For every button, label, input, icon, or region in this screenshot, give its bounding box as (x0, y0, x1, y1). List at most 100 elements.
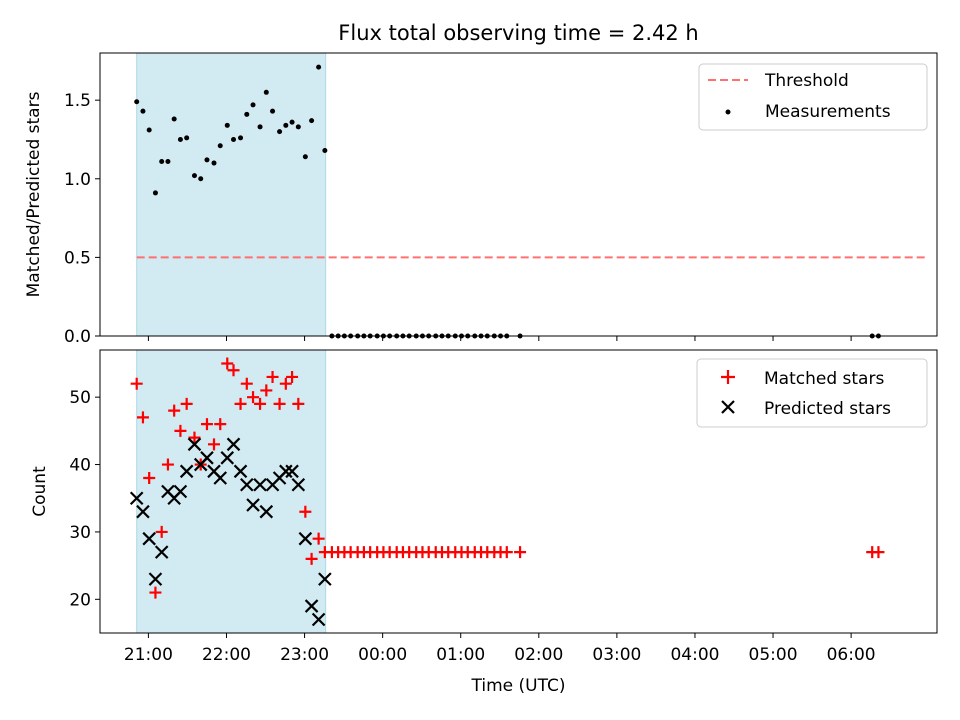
predicted-stars-point (129, 491, 144, 506)
matched-stars-point (234, 397, 247, 410)
predicted-legend-label: Predicted stars (764, 399, 891, 419)
matched-stars-point (143, 472, 156, 485)
measurements-point (250, 102, 256, 108)
measurements-point (217, 143, 223, 149)
measurements-point (177, 136, 183, 142)
matched-stars-point (872, 546, 885, 559)
measurements-point (198, 176, 204, 182)
matched-stars-point (240, 377, 253, 390)
matched-stars-point (214, 418, 227, 431)
bottom-y-tick-label: 40 (69, 456, 91, 476)
matched-stars-point (136, 411, 149, 424)
measurements-point (224, 122, 230, 128)
top-y-axis-label: Matched/Predicted stars (24, 91, 44, 297)
predicted-stars-point (220, 451, 235, 465)
bottom-shaded-span (136, 349, 327, 634)
matched-stars-point (299, 505, 312, 518)
measurements-point (289, 119, 295, 125)
matched-stars-point (247, 391, 260, 404)
measurements-point (316, 64, 322, 70)
measurements-point (244, 111, 250, 117)
top-shaded-span (136, 52, 327, 337)
matched-stars-point (279, 377, 292, 390)
bottom-y-tick-label: 50 (69, 388, 91, 408)
matched-stars-point (221, 357, 234, 370)
predicted-stars-point (148, 572, 163, 586)
bottom-x-tick-label: 00:00 (358, 645, 407, 665)
matched-stars-point (254, 397, 267, 410)
predicted-stars-point (154, 545, 169, 559)
bottom-x-tick-label: 05:00 (749, 645, 798, 665)
predicted-legend-swatch (721, 400, 735, 414)
top-y-tick-label: 0.0 (64, 327, 91, 347)
predicted-stars-point (259, 504, 274, 519)
bottom-y-tick-label: 20 (69, 590, 91, 610)
predicted-stars-point (240, 477, 254, 492)
predicted-stars-point (200, 451, 214, 465)
predicted-stars-point (285, 464, 299, 479)
measurements-point (322, 147, 328, 153)
matched-stars-point (161, 458, 174, 471)
top-legend: Threshold Measurements (698, 63, 928, 131)
predicted-stars-point (253, 477, 267, 492)
matched-stars-point (130, 377, 143, 390)
measurements-point (295, 124, 301, 130)
measurements-point (277, 129, 283, 135)
measurements-point (257, 124, 263, 130)
matched-stars-point (188, 431, 201, 444)
matched-stars-point (207, 438, 220, 451)
bottom-x-tick-label: 23:00 (280, 645, 329, 665)
matched-stars-point (286, 370, 299, 383)
top-axes-frame (99, 52, 938, 337)
measurements-point (159, 158, 165, 164)
x-axis-label: Time (UTC) (471, 676, 566, 696)
predicted-stars-point (136, 504, 150, 519)
matched-stars-point (500, 546, 513, 559)
predicted-stars-point (279, 464, 293, 479)
threshold-legend-label: Threshold (764, 71, 849, 91)
top-legend-box (698, 63, 928, 131)
matched-stars-point (227, 364, 240, 377)
top-panel: 0.0 0.5 1.0 1.5 Flux total observing time =… (24, 21, 938, 347)
chart-title: Flux total observing time = 2.42 h (338, 21, 698, 45)
matched-stars-point (174, 424, 187, 437)
measurements-point (171, 116, 177, 122)
measurements-legend-label: Measurements (765, 102, 891, 122)
top-y-tick-label: 1.5 (64, 91, 91, 111)
measurements-point (204, 157, 210, 163)
bottom-y-axis-label: Count (30, 466, 50, 517)
predicted-stars-point (233, 464, 248, 479)
measurements-point (165, 158, 171, 164)
predicted-stars-point (187, 437, 202, 452)
measurements-point (134, 99, 140, 105)
predicted-stars-point (304, 599, 319, 613)
predicted-stars-point (226, 437, 241, 452)
predicted-stars-point (291, 477, 306, 492)
matched-stars-point (273, 397, 286, 410)
predicted-stars-point (298, 531, 313, 546)
measurements-point (309, 118, 315, 124)
matched-stars-point (180, 397, 193, 410)
top-y-tick-label: 1.0 (64, 170, 91, 190)
predicted-stars-point (318, 572, 332, 586)
measurements-point (283, 122, 289, 128)
predicted-stars-point (142, 531, 156, 546)
measurements-point (184, 135, 190, 141)
measurements-point (191, 173, 197, 179)
measurements-point (270, 108, 276, 114)
matched-stars-point (266, 370, 279, 383)
bottom-x-tick-label: 22:00 (202, 645, 251, 665)
matched-stars-point (312, 532, 325, 545)
matched-stars-point (305, 552, 318, 565)
bottom-x-tick-label: 03:00 (592, 645, 641, 665)
bottom-x-tick-label: 01:00 (436, 645, 485, 665)
measurements-point (263, 89, 269, 95)
predicted-stars-point (213, 471, 228, 485)
predicted-stars-point (311, 612, 326, 627)
measurements-point (238, 135, 244, 141)
bottom-x-tick-label: 04:00 (670, 645, 719, 665)
bottom-panel: 20 30 40 50 21:00 22:00 23:00 00:00 01:00 02:00 0… (30, 349, 938, 696)
predicted-stars-point (173, 484, 188, 499)
bottom-axes-frame (99, 349, 938, 634)
